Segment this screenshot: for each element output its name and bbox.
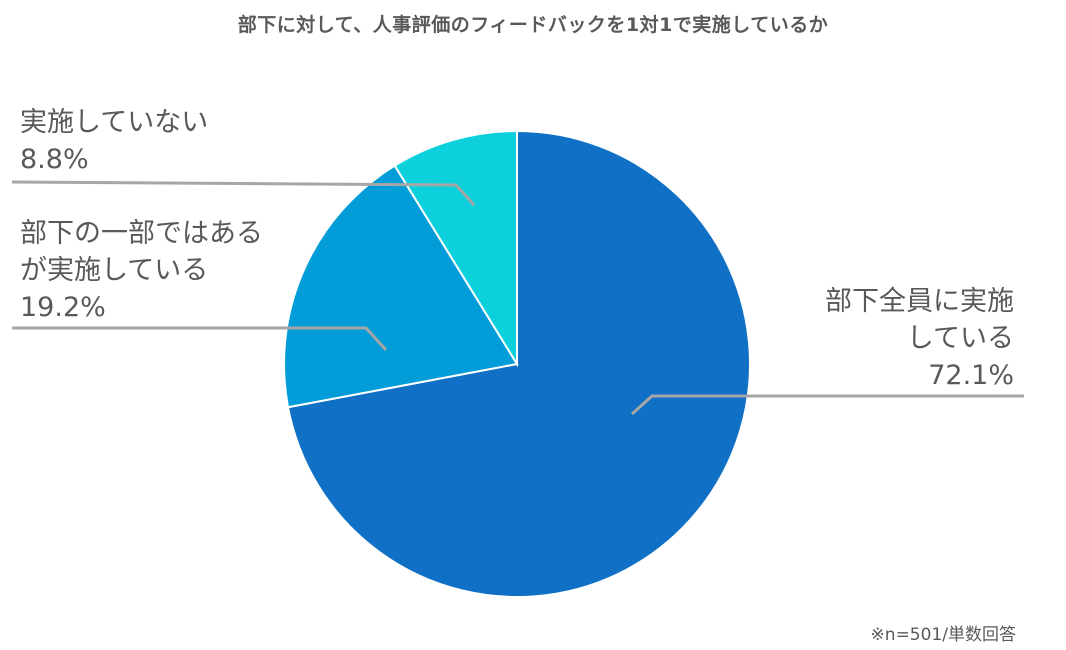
pie-slice-not-implemented	[393, 129, 518, 368]
slice-label-some-subordinates: 部下の一部ではある が実施している 19.2%	[20, 215, 263, 326]
slice-label-all-subordinates-line1: 部下全員に実施	[825, 286, 1014, 317]
slice-label-not-implemented-line1: 実施していない	[20, 107, 209, 138]
chart-title: 部下に対して、人事評価のフィードバックを1対1で実施しているか	[237, 14, 829, 36]
pie-slice-all-subordinates	[286, 129, 751, 598]
slice-label-some-subordinates-line2: が実施している	[20, 255, 209, 286]
slice-value-not-implemented: 8.8%	[20, 144, 89, 175]
footnote: ※n=501/単数回答	[870, 625, 1016, 645]
slice-label-not-implemented: 実施していない 8.8%	[20, 104, 208, 178]
slice-label-some-subordinates-line1: 部下の一部ではある	[20, 218, 263, 249]
leader-line-all-subordinates	[630, 394, 1024, 416]
slice-label-all-subordinates-line2: している	[906, 323, 1014, 354]
slice-value-all-subordinates: 72.1%	[928, 360, 1014, 391]
leader-line-some-subordinates	[12, 326, 388, 352]
leader-line-not-implemented	[11, 180, 476, 207]
slice-value-some-subordinates: 19.2%	[20, 292, 106, 323]
slice-label-all-subordinates: 部下全員に実施 している 72.1%	[825, 283, 1014, 394]
